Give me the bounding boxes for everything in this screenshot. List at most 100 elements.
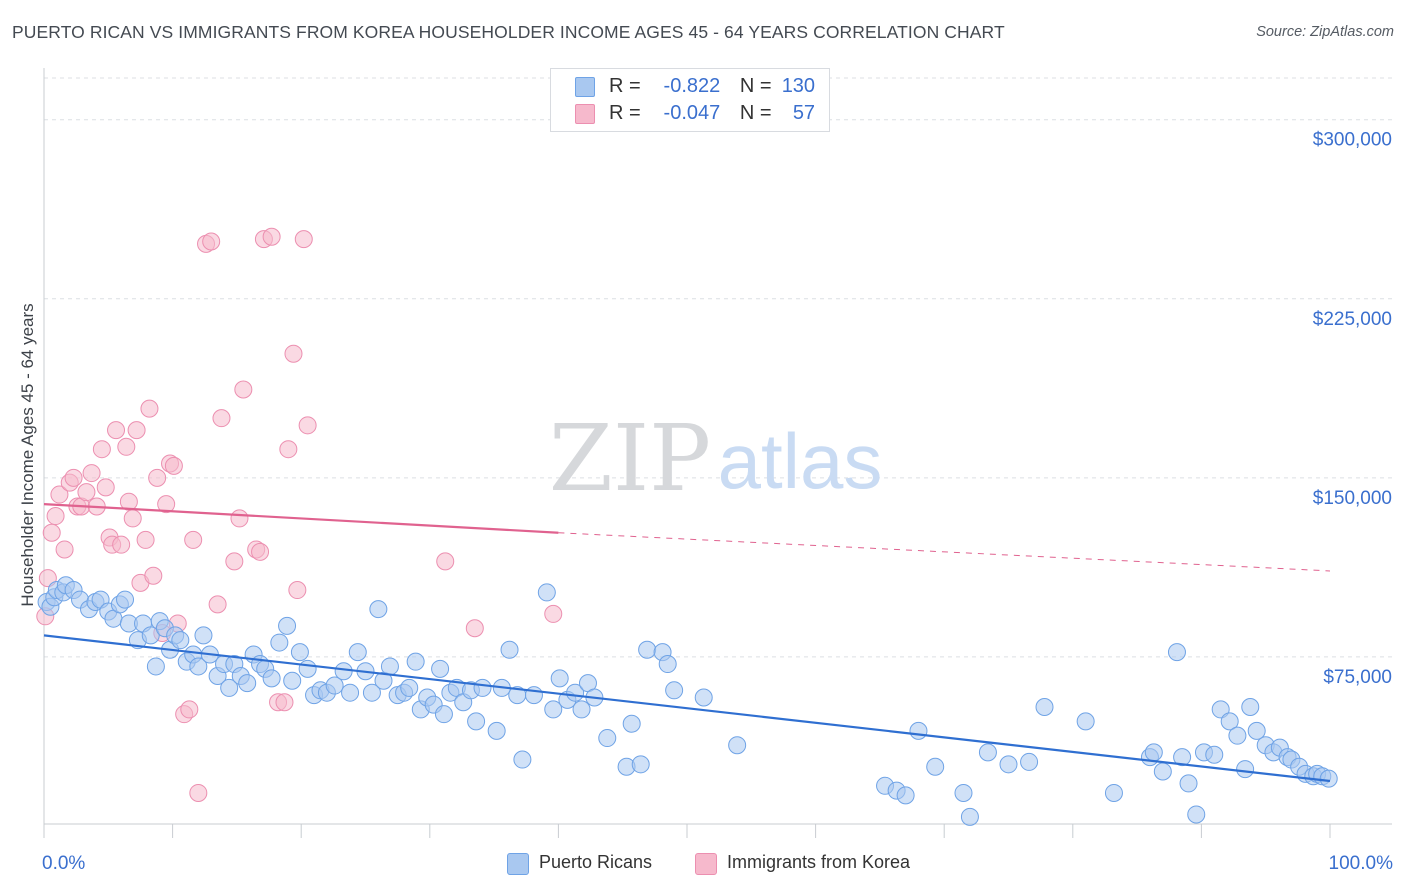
point-korea [212, 409, 231, 428]
point-korea [275, 693, 294, 712]
point-puerto-rican [1319, 769, 1338, 788]
point-korea [189, 783, 208, 802]
point-korea [279, 440, 298, 459]
point-puerto-rican [500, 640, 519, 659]
point-puerto-rican [513, 750, 532, 769]
point-korea [119, 492, 138, 511]
point-korea [202, 232, 221, 251]
series-korea-points [36, 227, 563, 802]
trendline-korea [43, 503, 559, 534]
legend-r-value: -0.047 [663, 102, 721, 124]
legend-r-label: R = [609, 102, 641, 124]
point-korea [136, 530, 155, 549]
point-puerto-rican [909, 721, 928, 740]
legend-n-label: N = [739, 102, 772, 124]
point-puerto-rican [1076, 712, 1095, 731]
point-korea [234, 380, 253, 399]
point-korea [436, 552, 455, 571]
point-puerto-rican [1035, 698, 1054, 717]
point-puerto-rican [220, 678, 239, 697]
point-puerto-rican [290, 643, 309, 662]
point-puerto-rican [926, 757, 945, 776]
point-puerto-rican [631, 755, 650, 774]
point-puerto-rican [467, 712, 486, 731]
point-puerto-rican [978, 743, 997, 762]
point-puerto-rican [572, 700, 591, 719]
point-puerto-rican [194, 626, 213, 645]
point-korea [157, 495, 176, 514]
legend-swatch-korea [575, 104, 595, 124]
point-puerto-rican [1187, 805, 1206, 824]
point-puerto-rican [431, 659, 450, 678]
point-korea [77, 483, 96, 502]
legend-r-value: -0.822 [663, 75, 721, 97]
y-tick-label: $225,000 [1313, 309, 1392, 330]
point-puerto-rican [283, 671, 302, 690]
point-korea [64, 468, 83, 487]
trend-lines [43, 503, 1331, 783]
point-puerto-rican [278, 616, 297, 635]
chart-title: PUERTO RICAN VS IMMIGRANTS FROM KOREA HO… [12, 22, 1005, 42]
point-puerto-rican [694, 688, 713, 707]
point-puerto-rican [362, 683, 381, 702]
point-puerto-rican [1173, 748, 1192, 767]
point-korea [42, 523, 61, 542]
legend-swatch-puerto-ricans [575, 77, 595, 97]
point-puerto-rican [728, 736, 747, 755]
point-puerto-rican [298, 659, 317, 678]
point-puerto-rican [622, 714, 641, 733]
series-puerto-ricans-points [37, 576, 1338, 826]
point-puerto-rican [1167, 643, 1186, 662]
point-korea [262, 227, 281, 246]
point-korea [251, 542, 270, 561]
legend-text: R = -0.047 N = 57 [609, 102, 815, 125]
y-tick-label: $150,000 [1313, 488, 1392, 509]
point-puerto-rican [1220, 712, 1239, 731]
point-puerto-rican [1241, 698, 1260, 717]
point-puerto-rican [954, 783, 973, 802]
point-puerto-rican [896, 786, 915, 805]
point-puerto-rican [171, 631, 190, 650]
point-puerto-rican [1020, 752, 1039, 771]
gridlines [44, 77, 1392, 658]
point-puerto-rican [999, 755, 1018, 774]
point-puerto-rican [960, 807, 979, 826]
bottom-legend-label: Puerto Ricans [539, 852, 653, 872]
bottom-legend-swatch [695, 853, 717, 875]
point-puerto-rican [487, 721, 506, 740]
point-korea [82, 464, 101, 483]
point-puerto-rican [1153, 762, 1172, 781]
point-puerto-rican [665, 681, 684, 700]
point-korea [46, 507, 65, 526]
point-korea [465, 619, 484, 638]
point-korea [96, 478, 115, 497]
point-puerto-rican [1144, 743, 1163, 762]
point-puerto-rican [116, 590, 135, 609]
legend-text: R = -0.822 N = 130 [609, 75, 815, 98]
point-korea [55, 540, 74, 559]
point-korea [225, 552, 244, 571]
watermark-zip: ZIP [549, 405, 711, 512]
trendline-korea-extension [558, 532, 1331, 572]
point-puerto-rican [189, 657, 208, 676]
legend-r-label: R = [609, 75, 641, 97]
point-puerto-rican [544, 700, 563, 719]
point-korea [123, 509, 142, 528]
point-puerto-rican [1247, 721, 1266, 740]
point-puerto-rican [658, 655, 677, 674]
y-tick-label: $75,000 [1323, 667, 1392, 688]
x-tick-labels: 0.0% 100.0% [42, 853, 1393, 874]
correlation-legend: R = -0.822 N = 130 R = -0.047 N = 57 [550, 68, 830, 132]
point-puerto-rican [380, 657, 399, 676]
point-puerto-rican [598, 729, 617, 748]
legend-n-value: 57 [792, 102, 816, 124]
point-korea [288, 581, 307, 600]
watermark-atlas: atlas [718, 417, 883, 505]
point-puerto-rican [334, 662, 353, 681]
bottom-legend-swatch [507, 853, 529, 875]
point-puerto-rican [1228, 726, 1247, 745]
point-korea [144, 566, 163, 585]
point-puerto-rican [1179, 774, 1198, 793]
legend-n-value: 130 [781, 75, 816, 97]
point-korea [298, 416, 317, 435]
